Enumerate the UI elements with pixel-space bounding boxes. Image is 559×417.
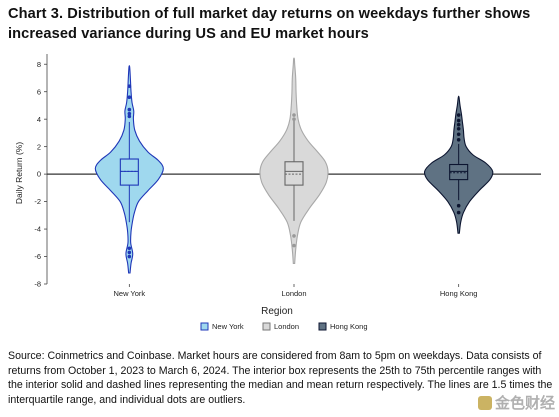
- y-tick-label: 6: [37, 87, 41, 96]
- outlier-point: [127, 107, 132, 112]
- violin-london: [259, 57, 329, 264]
- outlier-point: [456, 118, 461, 123]
- outlier-point: [127, 114, 132, 119]
- iqr-box: [284, 161, 304, 186]
- legend: New York London Hong Kong: [200, 322, 368, 331]
- y-tick-label: 4: [37, 115, 41, 124]
- legend-swatch: [200, 322, 209, 331]
- watermark: 金色财经: [477, 392, 555, 413]
- legend-swatch: [318, 322, 327, 331]
- outlier-point: [292, 117, 296, 121]
- chart-plot: -8 -6 -4 -2 0 2 4 6 8 New York London Hong Kong New…: [14, 54, 541, 331]
- chart-title: Chart 3. Distribution of full market day…: [8, 6, 531, 42]
- legend-label: Hong Kong: [330, 322, 368, 331]
- x-axis-title: Region: [261, 306, 293, 317]
- y-tick-label: -6: [34, 252, 41, 261]
- legend-item: London: [262, 322, 299, 331]
- outlier-point: [127, 95, 132, 100]
- outlier-point: [127, 250, 132, 255]
- outlier-point: [456, 203, 461, 208]
- violins: [94, 57, 494, 274]
- outlier-point: [292, 234, 296, 238]
- violin-hong-kong: [423, 95, 494, 234]
- iqr-box: [449, 163, 469, 181]
- y-axis-title: Daily Return (%): [14, 142, 24, 205]
- y-tick-label: -8: [34, 280, 41, 289]
- legend-swatch: [262, 322, 271, 331]
- violin-body: [94, 65, 164, 274]
- legend-label: New York: [212, 322, 244, 331]
- outlier-point: [456, 132, 461, 137]
- y-tick-label: -4: [34, 225, 41, 234]
- outlier-point: [456, 126, 461, 131]
- outlier-point: [456, 113, 461, 117]
- outlier-point: [292, 113, 296, 117]
- y-tick-label: -2: [34, 197, 41, 206]
- outlier-point: [456, 210, 461, 215]
- y-tick-label: 0: [37, 170, 41, 179]
- outlier-point: [292, 243, 296, 248]
- legend-label: London: [274, 322, 299, 331]
- outlier-point: [456, 122, 461, 127]
- watermark-text: 金色财经: [494, 395, 555, 412]
- outlier-point: [127, 84, 132, 89]
- legend-item: New York: [200, 322, 244, 331]
- watermark-logo-icon: [477, 396, 492, 410]
- x-tick-label: Hong Kong: [440, 289, 478, 298]
- violin-new-york: [94, 65, 164, 274]
- iqr-box: [119, 158, 139, 186]
- outlier-point: [456, 137, 461, 142]
- x-tick-label: New York: [113, 289, 145, 298]
- y-tick-label: 2: [37, 142, 41, 151]
- y-tick-label: 8: [37, 60, 41, 69]
- outlier-point: [127, 246, 132, 251]
- x-tick-label: London: [281, 289, 306, 298]
- legend-item: Hong Kong: [318, 322, 368, 331]
- source-note: Source: Coinmetrics and Coinbase. Market…: [8, 350, 553, 406]
- outlier-point: [127, 254, 132, 259]
- outlier-point: [127, 111, 132, 116]
